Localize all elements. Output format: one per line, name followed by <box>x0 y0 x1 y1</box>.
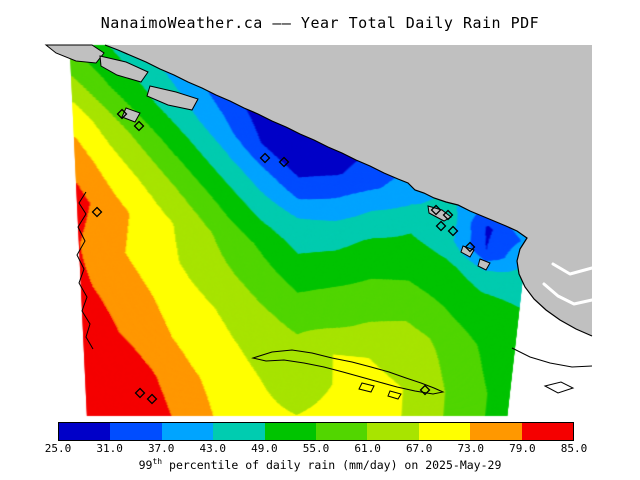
colorbar-band <box>59 423 111 440</box>
caption-number: 99 <box>138 457 153 472</box>
station-marker <box>464 241 476 253</box>
station-marker <box>134 387 146 399</box>
caption-text: percentile of daily rain (mm/day) on 202… <box>162 457 502 472</box>
colorbar-band <box>418 423 471 440</box>
colorbar-tick-label: 67.0 <box>405 442 433 455</box>
colorbar-band <box>161 423 214 440</box>
island-outline <box>387 390 402 400</box>
station-marker <box>259 152 271 164</box>
colorbar-band <box>470 423 522 440</box>
island-outline <box>543 381 575 394</box>
colorbar-band <box>521 423 574 440</box>
colorbar-tick-label: 55.0 <box>302 442 330 455</box>
colorbar-band <box>213 423 265 440</box>
station-marker <box>430 204 442 216</box>
station-marker <box>146 393 158 405</box>
coastline-detail <box>76 191 94 350</box>
island <box>146 85 199 111</box>
island-outline <box>358 382 375 393</box>
inlet-channel <box>542 282 594 306</box>
colorbar <box>58 422 574 441</box>
caption-superscript: th <box>152 457 163 466</box>
colorbar-tick-label: 25.0 <box>44 442 72 455</box>
station-marker <box>278 156 290 168</box>
island-outline <box>251 349 445 395</box>
station-marker <box>419 384 431 396</box>
station-marker <box>435 220 447 232</box>
colorbar-band <box>316 423 368 440</box>
station-marker <box>442 209 454 221</box>
colorbar-tick-label: 43.0 <box>199 442 227 455</box>
colorbar-tick-label: 61.0 <box>354 442 381 455</box>
island <box>44 44 105 64</box>
island <box>99 55 149 83</box>
island <box>477 258 491 271</box>
mainland-landmass <box>35 45 592 336</box>
colorbar-caption: 99th percentile of daily rain (mm/day) o… <box>0 457 640 472</box>
station-marker <box>447 225 459 237</box>
colorbar-tick-label: 85.0 <box>560 442 588 455</box>
station-marker <box>91 206 103 218</box>
island <box>460 245 475 258</box>
colorbar-band <box>110 423 162 440</box>
mainland-coastline <box>104 44 593 337</box>
colorbar-band <box>264 423 317 440</box>
colorbar-tick-label: 37.0 <box>147 442 175 455</box>
island <box>121 107 141 123</box>
coastline-detail <box>511 347 593 368</box>
inlet-channel <box>551 262 594 276</box>
colorbar-tick-label: 49.0 <box>251 442 278 455</box>
station-marker <box>133 120 145 132</box>
colorbar-tick-label: 79.0 <box>509 442 536 455</box>
colorbar-tick-label: 73.0 <box>457 442 485 455</box>
colorbar-tick-label: 31.0 <box>96 442 123 455</box>
colorbar-band <box>367 423 419 440</box>
station-marker <box>116 108 128 120</box>
colorbar-tick-labels: 25.0 31.0 37.0 43.0 49.0 55.0 61.0 67.0 73.0 79.0… <box>45 442 588 455</box>
